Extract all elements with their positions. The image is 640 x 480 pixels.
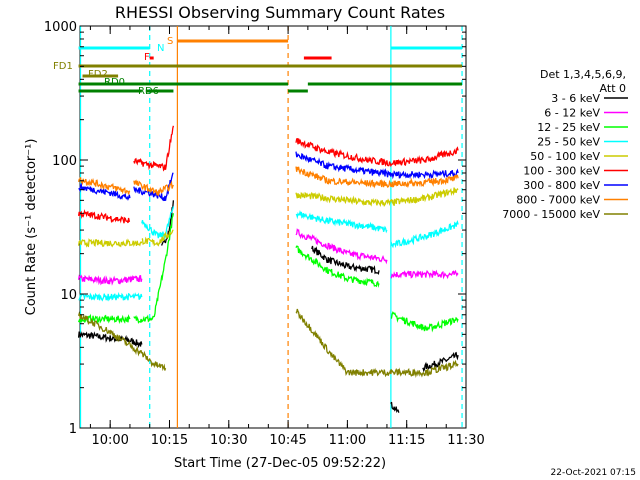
series-line-1-2 bbox=[390, 269, 459, 280]
x-axis-label: Start Time (27-Dec-05 09:52:22) bbox=[174, 456, 386, 471]
y-tick-label-3: 1000 bbox=[44, 20, 77, 35]
legend-label-0: 3 - 6 keV bbox=[551, 92, 600, 105]
series-line-2-2 bbox=[295, 245, 380, 288]
chart-title: RHESSI Observing Summary Count Rates bbox=[115, 3, 445, 22]
legend-label-4: 50 - 100 keV bbox=[530, 150, 600, 163]
flag-label-rd0: RD0 bbox=[104, 77, 125, 88]
flag-label-f: F bbox=[144, 52, 150, 63]
series-line-3-1 bbox=[141, 206, 175, 240]
series-line-6-2 bbox=[295, 151, 459, 180]
flag-label-rd6: RD6 bbox=[138, 86, 159, 97]
series-line-2-1 bbox=[133, 213, 175, 324]
series-line-0-3 bbox=[390, 401, 400, 413]
series-line-5-1 bbox=[133, 125, 175, 172]
x-tick-label-2: 10:30 bbox=[210, 433, 247, 448]
series-line-8-1 bbox=[141, 350, 167, 372]
series-line-0-4 bbox=[422, 351, 459, 373]
legend: Det 1,3,4,5,6,9,Att 03 - 6 keV 6 - 12 keV… bbox=[502, 68, 628, 221]
y-tick-label-1: 10 bbox=[60, 288, 77, 303]
series-line-4-2 bbox=[295, 187, 459, 208]
x-tick-label-6: 11:30 bbox=[447, 433, 484, 448]
series-line-8-0 bbox=[77, 311, 143, 357]
series-line-1-0 bbox=[77, 274, 143, 286]
series-line-8-2 bbox=[295, 308, 459, 378]
flag-label-fd1: FD1 bbox=[53, 61, 73, 72]
x-tick-label-4: 11:00 bbox=[329, 433, 366, 448]
legend-label-8: 7000 - 15000 keV bbox=[502, 208, 600, 221]
series-line-5-2 bbox=[295, 138, 459, 168]
flag-label-fd2: FD2 bbox=[88, 69, 108, 80]
legend-label-6: 300 - 800 keV bbox=[523, 179, 600, 192]
series-line-4-1 bbox=[141, 229, 174, 247]
render-timestamp: 22-Oct-2021 07:15 bbox=[551, 468, 636, 478]
series-line-7-0 bbox=[77, 177, 131, 195]
x-tick-label-0: 10:00 bbox=[91, 433, 128, 448]
legend-label-7: 800 - 7000 keV bbox=[516, 194, 600, 207]
series-line-6-1 bbox=[133, 172, 174, 202]
series-line-0-2 bbox=[311, 245, 380, 275]
flag-label-n: N bbox=[157, 43, 164, 54]
legend-label-5: 100 - 300 keV bbox=[523, 165, 600, 178]
series-line-3-2 bbox=[295, 209, 388, 234]
x-tick-label-5: 11:15 bbox=[388, 433, 425, 448]
series-line-1-1 bbox=[295, 228, 388, 265]
series-line-4-0 bbox=[77, 238, 143, 248]
series-line-0-0 bbox=[77, 330, 143, 349]
series-line-3-0 bbox=[78, 291, 143, 302]
series-line-7-1 bbox=[133, 179, 174, 196]
y-tick-label-2: 100 bbox=[52, 154, 77, 169]
legend-label-1: 6 - 12 keV bbox=[544, 107, 600, 120]
series-line-2-3 bbox=[390, 311, 459, 333]
series-line-7-2 bbox=[295, 166, 459, 189]
vertical-markers bbox=[79, 26, 463, 428]
legend-header-1: Att 0 bbox=[600, 82, 626, 95]
axis-ticks: 10:00 10:15 10:30 10:45 11:00 11:15 11:30 1 10 10… bbox=[44, 20, 485, 448]
y-tick-label-0: 1 bbox=[69, 422, 77, 437]
legend-header-0: Det 1,3,4,5,6,9, bbox=[540, 68, 626, 81]
x-tick-label-3: 10:45 bbox=[269, 433, 306, 448]
legend-label-2: 12 - 25 keV bbox=[537, 121, 600, 134]
series-line-6-0 bbox=[78, 181, 131, 201]
x-tick-label-1: 10:15 bbox=[151, 433, 188, 448]
y-axis-label: Count Rate (s⁻¹ detector⁻¹) bbox=[24, 139, 39, 316]
series-lines bbox=[77, 125, 459, 413]
series-line-5-0 bbox=[77, 209, 131, 224]
series-line-3-3 bbox=[390, 219, 459, 249]
legend-label-3: 25 - 50 keV bbox=[537, 136, 600, 149]
flag-label-s: S bbox=[167, 36, 173, 47]
